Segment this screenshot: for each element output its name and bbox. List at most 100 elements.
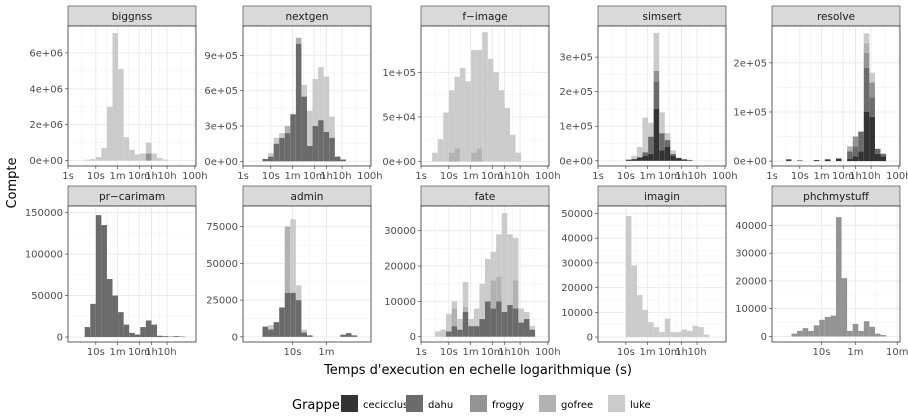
panel-border	[597, 205, 727, 343]
histogram-bar-segment	[476, 50, 483, 149]
x-tick-label: 1m	[847, 347, 863, 358]
panel-background	[598, 206, 726, 342]
histogram-bar-segment	[785, 159, 792, 161]
x-tick-label: 10s	[440, 347, 458, 358]
histogram-bar-segment	[351, 335, 358, 337]
legend: Grappe ceciccluster dahu froggy gofree luke	[292, 395, 651, 413]
histogram-bar-segment	[95, 215, 102, 338]
histogram-bar-segment	[836, 157, 842, 159]
y-tick-label: 1e+05	[733, 107, 767, 118]
histogram-bar-segment	[681, 329, 688, 338]
facet-strip-title: nextgen	[285, 11, 328, 23]
histogram-bar-segment	[670, 153, 676, 156]
histogram-bar-segment	[437, 139, 444, 162]
histogram-bar-segment	[659, 150, 665, 161]
histogram-bar-segment	[687, 330, 693, 338]
histogram-bar-segment	[698, 327, 704, 338]
histogram-bar-segment	[869, 72, 875, 83]
x-tick-label: 10m	[832, 171, 854, 182]
histogram-bar-segment	[653, 108, 660, 161]
histogram-bar-segment	[852, 136, 859, 147]
histogram-bar-segment	[318, 120, 324, 162]
histogram-bar-segment	[106, 278, 113, 338]
histogram-bar-segment	[852, 156, 859, 162]
facet-panel: admin 0 25000 50000 75000 10s 1m	[206, 185, 372, 358]
x-tick-label: 1m	[284, 171, 300, 182]
histogram-bar-segment	[802, 328, 809, 337]
x-tick-label: 10s	[87, 171, 105, 182]
legend-label: gofree	[561, 400, 593, 411]
histogram-bar-segment	[129, 149, 135, 161]
x-tick-label: 100h	[535, 347, 560, 358]
histogram-bar-segment	[473, 308, 480, 327]
histogram-bar-segment	[496, 301, 502, 337]
panel-border	[771, 25, 901, 167]
y-tick-label: 0e+00	[29, 156, 63, 167]
y-axis-title: Compte	[5, 157, 20, 208]
histogram-bar-segment	[162, 159, 169, 161]
histogram-bar-segment	[334, 156, 341, 162]
histogram-bar-segment	[157, 157, 163, 161]
histogram-bar-segment	[123, 324, 130, 338]
histogram-bar-segment	[670, 155, 676, 161]
histogram-bar-segment	[869, 326, 875, 337]
histogram-bar-segment	[279, 133, 285, 138]
x-tick-label: 1m	[318, 347, 334, 358]
histogram-bar-segment	[681, 159, 688, 161]
y-tick-label: 0e+00	[559, 156, 593, 167]
y-tick-label: 6e+05	[204, 86, 238, 97]
x-tick-label: 1s	[415, 171, 427, 182]
histogram-bar-segment	[329, 137, 335, 162]
histogram-bar-segment	[459, 67, 466, 162]
histogram-bar-segment	[112, 295, 119, 338]
histogram-bar-segment	[515, 152, 522, 162]
histogram-bar-segment	[482, 32, 488, 162]
y-tick-label: 40000	[735, 221, 767, 232]
y-tick-label: 3e+05	[204, 122, 238, 133]
histogram-bar-segment	[448, 152, 455, 162]
panel-background	[68, 206, 196, 342]
histogram-bar-segment	[118, 69, 124, 161]
x-tick-label: 1s	[592, 171, 604, 182]
histogram-bar-segment	[284, 133, 291, 162]
histogram-bar-segment	[295, 43, 302, 162]
histogram-bar-segment	[836, 158, 842, 162]
histogram-bar-segment	[504, 108, 511, 162]
histogram-bar-segment	[791, 333, 798, 337]
y-tick-label: 4e+06	[29, 84, 63, 95]
histogram-bar-segment	[703, 334, 710, 338]
legend-key	[608, 395, 625, 412]
x-tick-label: 1h	[498, 171, 511, 182]
histogram-bar-segment	[140, 327, 146, 338]
legend-label: luke	[630, 400, 651, 411]
histogram-bar-segment	[318, 67, 324, 121]
x-tick-label: 100h	[182, 171, 207, 182]
x-tick-label: 1h	[145, 171, 158, 182]
histogram-bar-segment	[847, 158, 853, 162]
histogram-bar-segment	[140, 153, 146, 161]
legend-key	[539, 395, 556, 412]
histogram-bar-segment	[642, 152, 649, 156]
histogram-bar-segment	[670, 150, 676, 154]
histogram-bar-segment	[529, 326, 536, 330]
histogram-bar-segment	[451, 326, 458, 337]
histogram-bar-segment	[454, 148, 460, 162]
panel-background	[68, 26, 196, 166]
y-tick-label: 0	[587, 333, 593, 344]
histogram-bar-segment	[863, 67, 870, 112]
histogram-bar-segment	[625, 159, 632, 160]
x-tick-label: 10m	[303, 171, 325, 182]
x-tick-label: 10m	[658, 347, 680, 358]
histogram-bar-segment	[468, 319, 474, 327]
histogram-bar-segment	[295, 300, 302, 337]
y-tick-label: 0	[232, 332, 238, 343]
histogram-bar-segment	[636, 157, 643, 161]
facet-panel: phchmystuff 0 10000 20000 30000 40000 10s 1m 10m	[735, 185, 908, 358]
x-tick-label: 10h	[333, 171, 352, 182]
x-tick-label: 100h	[357, 171, 382, 182]
facet-strip-title: simsert	[643, 11, 682, 23]
histogram-bar-segment	[312, 126, 319, 162]
histogram-bar-segment	[84, 159, 91, 161]
